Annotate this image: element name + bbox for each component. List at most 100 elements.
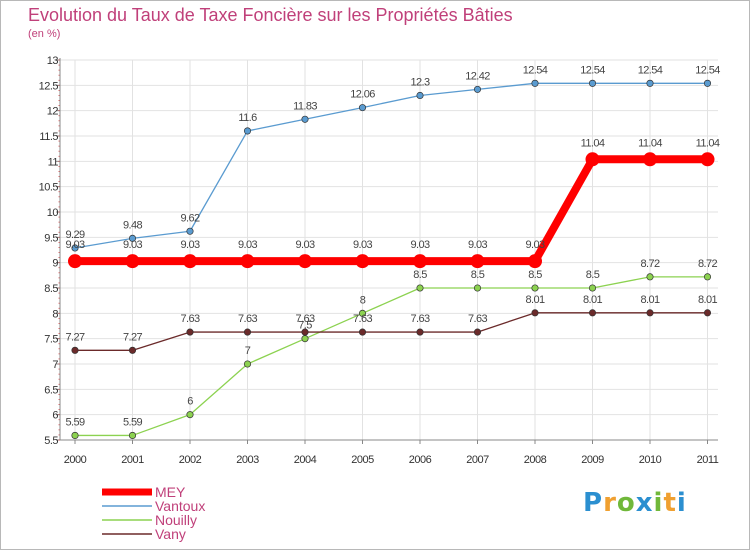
data-point-nouilly bbox=[71, 431, 79, 439]
data-label-vany: 7.63 bbox=[295, 313, 314, 325]
data-point-nouilly bbox=[646, 273, 654, 281]
data-label-vantoux: 12.3 bbox=[410, 76, 429, 88]
data-label-mey: 9.03 bbox=[238, 239, 257, 251]
data-point-vany bbox=[71, 346, 79, 354]
data-label-nouilly: 5.59 bbox=[65, 416, 84, 428]
x-tick-label: 2003 bbox=[236, 454, 259, 466]
data-label-vantoux: 12.54 bbox=[580, 64, 605, 76]
data-label-mey: 9.03 bbox=[353, 239, 372, 251]
data-label-nouilly: 8.5 bbox=[413, 269, 427, 281]
gridlines bbox=[60, 59, 718, 441]
y-tick-label: 12.5 bbox=[39, 80, 59, 92]
data-point-vantoux bbox=[588, 79, 597, 87]
y-tick-label: 9.5 bbox=[44, 232, 58, 244]
x-tick-label: 2007 bbox=[466, 454, 489, 466]
legend-label-nouilly: Nouilly bbox=[155, 512, 197, 528]
series-line-mey bbox=[75, 155, 708, 266]
data-label-mey: 9.03 bbox=[180, 239, 199, 251]
x-tick-label: 2011 bbox=[697, 454, 719, 466]
data-point-mey bbox=[643, 152, 657, 167]
data-label-vany: 7.63 bbox=[468, 313, 487, 325]
data-label-vany: 7.27 bbox=[65, 331, 84, 343]
data-label-nouilly: 8.5 bbox=[471, 269, 485, 281]
data-label-vany: 7.63 bbox=[410, 313, 429, 325]
data-label-mey: 9.03 bbox=[65, 239, 84, 251]
data-point-nouilly bbox=[358, 309, 367, 317]
data-label-vantoux: 12.06 bbox=[350, 89, 375, 101]
y-tick-label: 11 bbox=[48, 156, 59, 168]
data-label-mey: 9.03 bbox=[123, 239, 142, 251]
data-point-vany bbox=[416, 328, 424, 336]
x-tick-label: 2000 bbox=[64, 454, 87, 466]
data-point-nouilly bbox=[588, 284, 597, 292]
data-point-mey bbox=[413, 254, 427, 269]
data-label-vany: 8.01 bbox=[640, 294, 659, 306]
data-label-vany: 7.63 bbox=[353, 313, 372, 325]
legend-label-mey: MEY bbox=[155, 484, 186, 500]
series-line-vantoux bbox=[74, 82, 708, 249]
data-point-nouilly bbox=[186, 411, 194, 419]
data-label-nouilly: 8.72 bbox=[640, 258, 659, 270]
data-label-vany: 8.01 bbox=[698, 294, 717, 306]
unit-label: (en %) bbox=[28, 28, 61, 40]
data-label-vantoux: 12.42 bbox=[465, 70, 490, 82]
data-point-mey bbox=[700, 152, 715, 167]
data-label-vany: 7.27 bbox=[123, 331, 142, 343]
data-label-vantoux: 9.62 bbox=[180, 212, 199, 224]
data-label-vany: 8.01 bbox=[525, 294, 544, 306]
x-tick-label: 2010 bbox=[639, 454, 662, 466]
x-tick-label: 2005 bbox=[351, 454, 374, 466]
data-labels: 9.03 9.03 9.03 9.03 9.03 9.03 9.03 9.03 9.03 11.0… bbox=[65, 64, 720, 428]
data-point-nouilly bbox=[531, 284, 539, 292]
data-point-nouilly bbox=[128, 431, 137, 439]
data-point-vany bbox=[243, 328, 252, 336]
data-point-mey bbox=[528, 254, 542, 269]
proxiti-logo: Proxiti bbox=[583, 488, 687, 518]
data-label-mey: 9.03 bbox=[525, 239, 544, 251]
legend-label-vany: Vany bbox=[155, 526, 186, 542]
x-tick-label: 2001 bbox=[121, 454, 144, 466]
data-point-mey bbox=[355, 254, 370, 269]
y-tick-label: 13 bbox=[47, 55, 59, 67]
y-tick-label: 12 bbox=[47, 106, 59, 118]
data-point-vany bbox=[531, 309, 539, 317]
series-line-nouilly bbox=[75, 276, 708, 437]
y-tick-label: 11.5 bbox=[39, 131, 58, 143]
data-label-nouilly: 6 bbox=[187, 396, 193, 408]
data-point-vantoux bbox=[71, 244, 79, 252]
data-label-mey: 11.04 bbox=[696, 137, 720, 149]
data-label-nouilly: 8.5 bbox=[586, 269, 600, 281]
data-label-nouilly: 8.5 bbox=[528, 269, 542, 281]
x-tick-label: 2004 bbox=[294, 454, 317, 466]
data-label-vantoux: 12.54 bbox=[638, 64, 663, 76]
data-label-mey: 9.03 bbox=[295, 239, 314, 251]
data-point-vantoux bbox=[646, 79, 654, 87]
data-point-vantoux bbox=[128, 234, 137, 242]
data-label-vantoux: 12.54 bbox=[523, 64, 548, 76]
y-tick-label: 8 bbox=[52, 308, 58, 320]
data-label-nouilly: 7 bbox=[245, 345, 251, 357]
legend-label-vantoux: Vantoux bbox=[155, 498, 205, 514]
tick-labels: 5.5 6 6.5 7 7.5 8 8.5 9 9.5 10 10.5 11 11.5 12 12.5 13 2… bbox=[39, 55, 720, 466]
x-tick-label: 2009 bbox=[581, 454, 604, 466]
data-point-nouilly bbox=[703, 273, 712, 281]
x-tick-label: 2006 bbox=[409, 454, 432, 466]
data-point-vantoux bbox=[186, 227, 194, 235]
y-tick-label: 7 bbox=[52, 359, 58, 371]
data-point-mey bbox=[68, 254, 82, 269]
data-point-nouilly bbox=[301, 335, 309, 343]
data-label-mey: 9.03 bbox=[468, 239, 487, 251]
data-label-mey: 11.04 bbox=[638, 137, 662, 149]
x-tick-label: 2008 bbox=[524, 454, 547, 466]
data-point-vantoux bbox=[531, 79, 539, 87]
data-point-mey bbox=[298, 254, 312, 269]
data-point-vantoux bbox=[703, 79, 712, 87]
data-label-vantoux: 12.54 bbox=[695, 64, 720, 76]
data-point-vantoux bbox=[243, 127, 252, 135]
y-tick-label: 9 bbox=[52, 258, 58, 270]
data-point-nouilly bbox=[243, 360, 252, 368]
data-label-vantoux: 9.29 bbox=[65, 229, 84, 241]
data-label-mey: 9.03 bbox=[410, 239, 429, 251]
